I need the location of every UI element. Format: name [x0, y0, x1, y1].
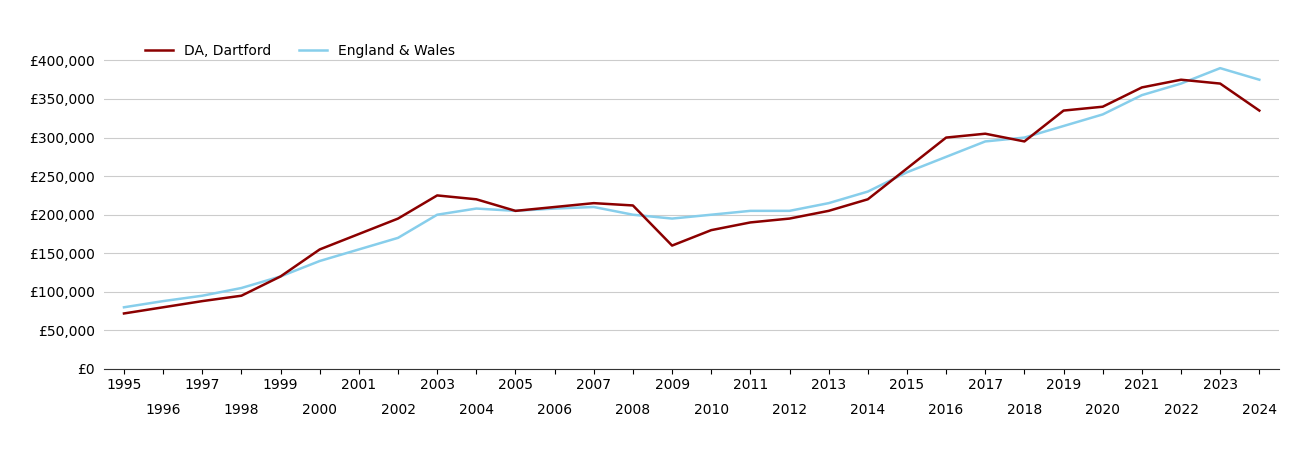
Line: England & Wales: England & Wales — [124, 68, 1259, 307]
England & Wales — [821, 200, 837, 206]
England & Wales — [938, 154, 954, 160]
England & Wales — [1017, 135, 1032, 140]
England & Wales — [273, 274, 288, 279]
Legend: DA, Dartford, England & Wales: DA, Dartford, England & Wales — [140, 39, 461, 63]
DA, Dartford — [664, 243, 680, 248]
DA, Dartford — [234, 293, 249, 298]
DA, Dartford — [194, 298, 210, 304]
DA, Dartford — [743, 220, 758, 225]
DA, Dartford — [312, 247, 328, 252]
DA, Dartford — [468, 197, 484, 202]
DA, Dartford — [547, 204, 562, 210]
DA, Dartford — [782, 216, 797, 221]
DA, Dartford — [1134, 85, 1150, 90]
DA, Dartford — [703, 227, 719, 233]
England & Wales — [390, 235, 406, 241]
England & Wales — [234, 285, 249, 291]
DA, Dartford — [821, 208, 837, 214]
England & Wales — [703, 212, 719, 217]
DA, Dartford — [351, 231, 367, 237]
DA, Dartford — [625, 203, 641, 208]
DA, Dartford — [938, 135, 954, 140]
England & Wales — [743, 208, 758, 214]
DA, Dartford — [429, 193, 445, 198]
DA, Dartford — [899, 166, 915, 171]
DA, Dartford — [586, 200, 602, 206]
England & Wales — [468, 206, 484, 211]
DA, Dartford — [860, 197, 876, 202]
England & Wales — [194, 293, 210, 298]
DA, Dartford — [1056, 108, 1071, 113]
England & Wales — [1212, 65, 1228, 71]
England & Wales — [782, 208, 797, 214]
England & Wales — [508, 208, 523, 214]
England & Wales — [625, 212, 641, 217]
England & Wales — [1134, 92, 1150, 98]
Line: DA, Dartford: DA, Dartford — [124, 80, 1259, 314]
DA, Dartford — [1251, 108, 1267, 113]
England & Wales — [547, 206, 562, 211]
England & Wales — [1056, 123, 1071, 129]
DA, Dartford — [1095, 104, 1111, 109]
DA, Dartford — [390, 216, 406, 221]
England & Wales — [860, 189, 876, 194]
England & Wales — [155, 298, 171, 304]
DA, Dartford — [116, 311, 132, 316]
England & Wales — [977, 139, 993, 144]
England & Wales — [1095, 112, 1111, 117]
England & Wales — [312, 258, 328, 264]
England & Wales — [1173, 81, 1189, 86]
DA, Dartford — [273, 274, 288, 279]
England & Wales — [899, 170, 915, 175]
England & Wales — [116, 305, 132, 310]
DA, Dartford — [1212, 81, 1228, 86]
DA, Dartford — [977, 131, 993, 136]
DA, Dartford — [1017, 139, 1032, 144]
England & Wales — [586, 204, 602, 210]
England & Wales — [664, 216, 680, 221]
England & Wales — [351, 247, 367, 252]
DA, Dartford — [1173, 77, 1189, 82]
England & Wales — [429, 212, 445, 217]
DA, Dartford — [508, 208, 523, 214]
England & Wales — [1251, 77, 1267, 82]
DA, Dartford — [155, 305, 171, 310]
